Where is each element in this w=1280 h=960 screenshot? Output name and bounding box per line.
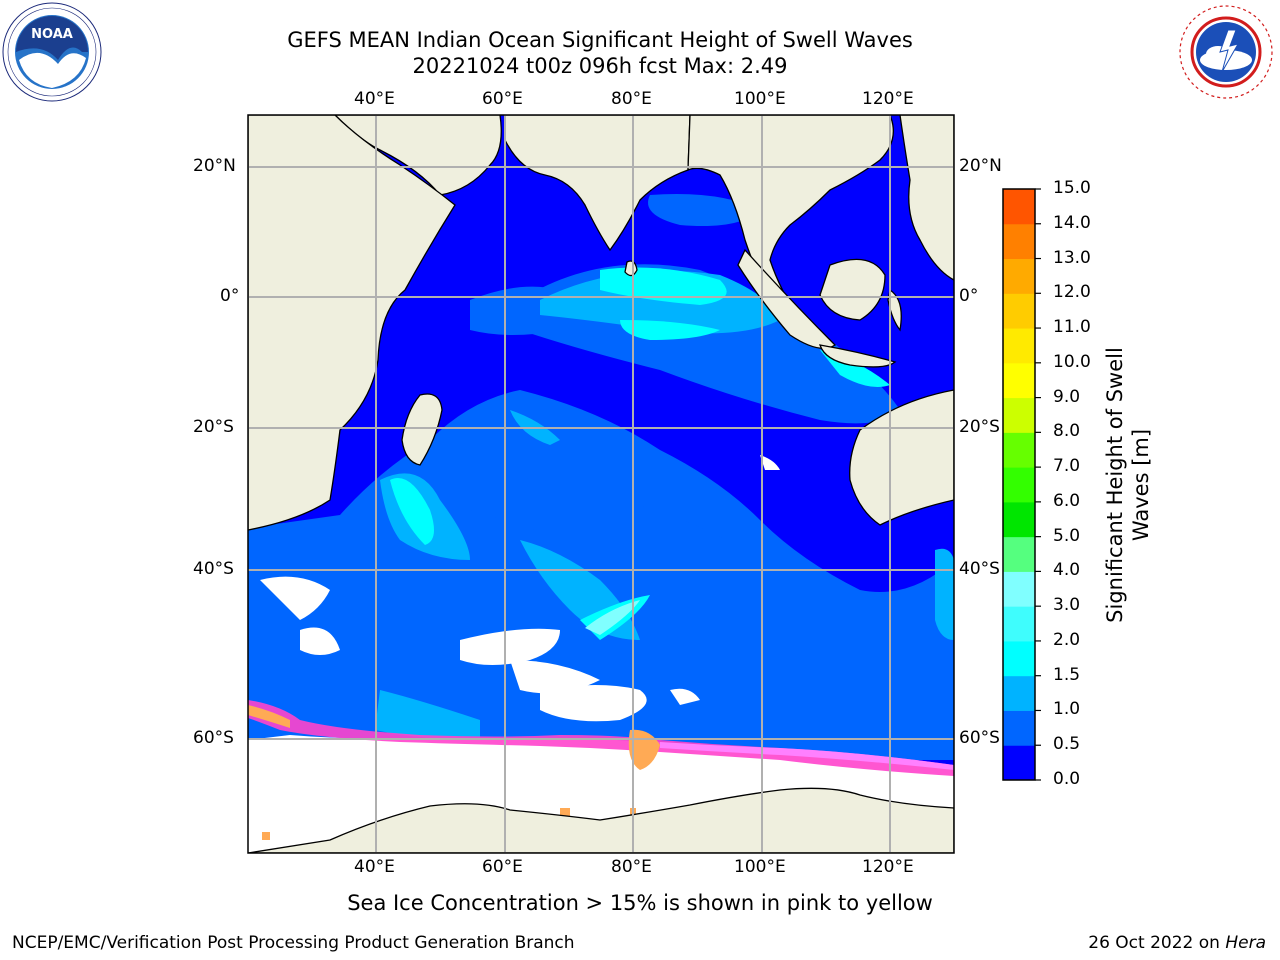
lat-tick-right: 20°S [959,417,1000,437]
colorbar-label: Significant Height of Swell Waves [m] [1103,347,1153,623]
map-title-line1: GEFS MEAN Indian Ocean Significant Heigh… [287,28,913,52]
colorbar-tick-label: 6.0 [1053,490,1081,511]
lon-tick-top: 40°E [354,89,395,109]
colorbar-tick-label: 13.0 [1053,247,1091,268]
colorbar-tick-label: 1.5 [1053,664,1081,685]
colorbar-segment [1003,745,1035,781]
colorbar-tick-label: 3.0 [1053,595,1081,616]
lon-tick-bottom: 120°E [862,857,914,877]
colorbar-segment [1003,293,1035,329]
colorbar-tick-label: 12.0 [1053,282,1091,303]
nws-logo-icon [1178,4,1274,100]
colorbar-tick-label: 0.5 [1053,734,1081,755]
lat-tick-right: 0° [959,286,979,306]
colorbar-segment [1003,640,1035,677]
colorbar-segment [1003,571,1035,607]
colorbar-segment [1003,189,1035,225]
colorbar-tick-label: 4.0 [1053,560,1081,581]
colorbar-segment [1003,223,1035,260]
lat-tick-left: 20°S [193,417,234,437]
lat-tick-left: 40°S [193,559,234,579]
colorbar-tick-label: 9.0 [1053,386,1081,407]
lon-tick-bottom: 40°E [354,857,395,877]
colorbar-segment [1003,432,1035,468]
colorbar-segment [1003,258,1035,294]
colorbar-segment [1003,467,1035,503]
footer-date: 26 Oct 2022 on Hera [1088,933,1266,953]
colorbar-frame [1002,188,1036,781]
footer-date-text: 26 Oct 2022 on [1088,933,1226,953]
colorbar-tick-label: 14.0 [1053,212,1091,233]
footer-host: Hera [1225,933,1266,953]
lat-tick-left: 0° [220,286,240,306]
lat-tick-right: 60°S [959,728,1000,748]
lon-tick-top: 120°E [862,89,914,109]
noaa-logo-icon: NOAA [2,2,102,102]
lon-tick-bottom: 100°E [734,857,786,877]
lon-tick-top: 80°E [611,89,652,109]
lat-tick-left: 60°S [193,728,234,748]
lat-tick-right: 20°N [959,156,1002,176]
colorbar-tick-label: 11.0 [1053,317,1091,338]
lon-tick-top: 60°E [482,89,523,109]
colorbar-tick-label: 8.0 [1053,421,1081,442]
footer-credit: NCEP/EMC/Verification Post Processing Pr… [12,933,575,953]
colorbar-tick-label: 7.0 [1053,456,1081,477]
swell-2.0-3.0-region [585,600,640,635]
colorbar-segment [1003,536,1035,572]
colorbar-tick-label: 0.0 [1053,769,1081,789]
lat-tick-left: 20°N [193,156,236,176]
colorbar-segment [1003,710,1035,746]
map-title-line2: 20221024 t00z 096h fcst Max: 2.49 [412,54,788,78]
lon-tick-bottom: 80°E [611,857,652,877]
colorbar-segment [1003,501,1035,538]
sea-ice-note: Sea Ice Concentration > 15% is shown in … [347,891,933,915]
lon-tick-bottom: 60°E [482,857,523,877]
colorbar [1003,188,1041,781]
colorbar-segment [1003,397,1035,433]
colorbar-tick-label: 15.0 [1053,178,1091,198]
colorbar-tick-label: 5.0 [1053,525,1081,546]
colorbar-tick-label: 1.0 [1053,699,1081,720]
colorbar-tick-label: 2.0 [1053,629,1081,650]
map-frame [247,114,955,854]
colorbar-segment [1003,328,1035,364]
lon-tick-top: 100°E [734,89,786,109]
map-gridlines [248,115,954,853]
lat-tick-right: 40°S [959,559,1000,579]
map-plot-area [248,115,954,853]
colorbar-segment [1003,362,1035,399]
colorbar-segment [1003,675,1035,711]
colorbar-segment [1003,606,1035,642]
svg-text:NOAA: NOAA [31,27,73,42]
colorbar-tick-label: 10.0 [1053,351,1091,372]
